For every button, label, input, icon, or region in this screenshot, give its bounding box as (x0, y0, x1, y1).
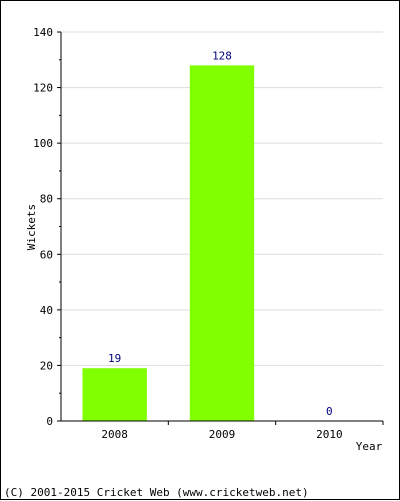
data-label-2010: 0 (326, 405, 333, 418)
x-axis-label: Year (356, 440, 383, 453)
bar-2008 (82, 368, 147, 421)
x-tick-label: 2008 (101, 428, 128, 441)
y-tick-label: 120 (33, 82, 53, 95)
y-tick-label: 20 (40, 359, 53, 372)
y-tick-label: 100 (33, 137, 53, 150)
bar-2009 (189, 65, 255, 421)
x-tick-label: 2009 (209, 428, 236, 441)
y-tick-label: 60 (40, 248, 53, 261)
y-axis-label: Wickets (25, 204, 38, 250)
axes (57, 31, 384, 425)
data-label-2008: 19 (108, 352, 121, 365)
bars (82, 65, 255, 421)
y-tick-label: 40 (40, 304, 53, 317)
y-tick-label: 0 (46, 415, 53, 428)
copyright-footer: (C) 2001-2015 Cricket Web (www.cricketwe… (4, 486, 309, 499)
x-tick-label: 2010 (316, 428, 343, 441)
labels: 0 20 40 60 80 100 120 140 19 2008 128 2009 0 2010 (33, 26, 342, 441)
y-tick-label: 140 (33, 26, 53, 39)
data-label-2009: 128 (212, 49, 232, 62)
y-tick-label: 80 (40, 193, 53, 206)
